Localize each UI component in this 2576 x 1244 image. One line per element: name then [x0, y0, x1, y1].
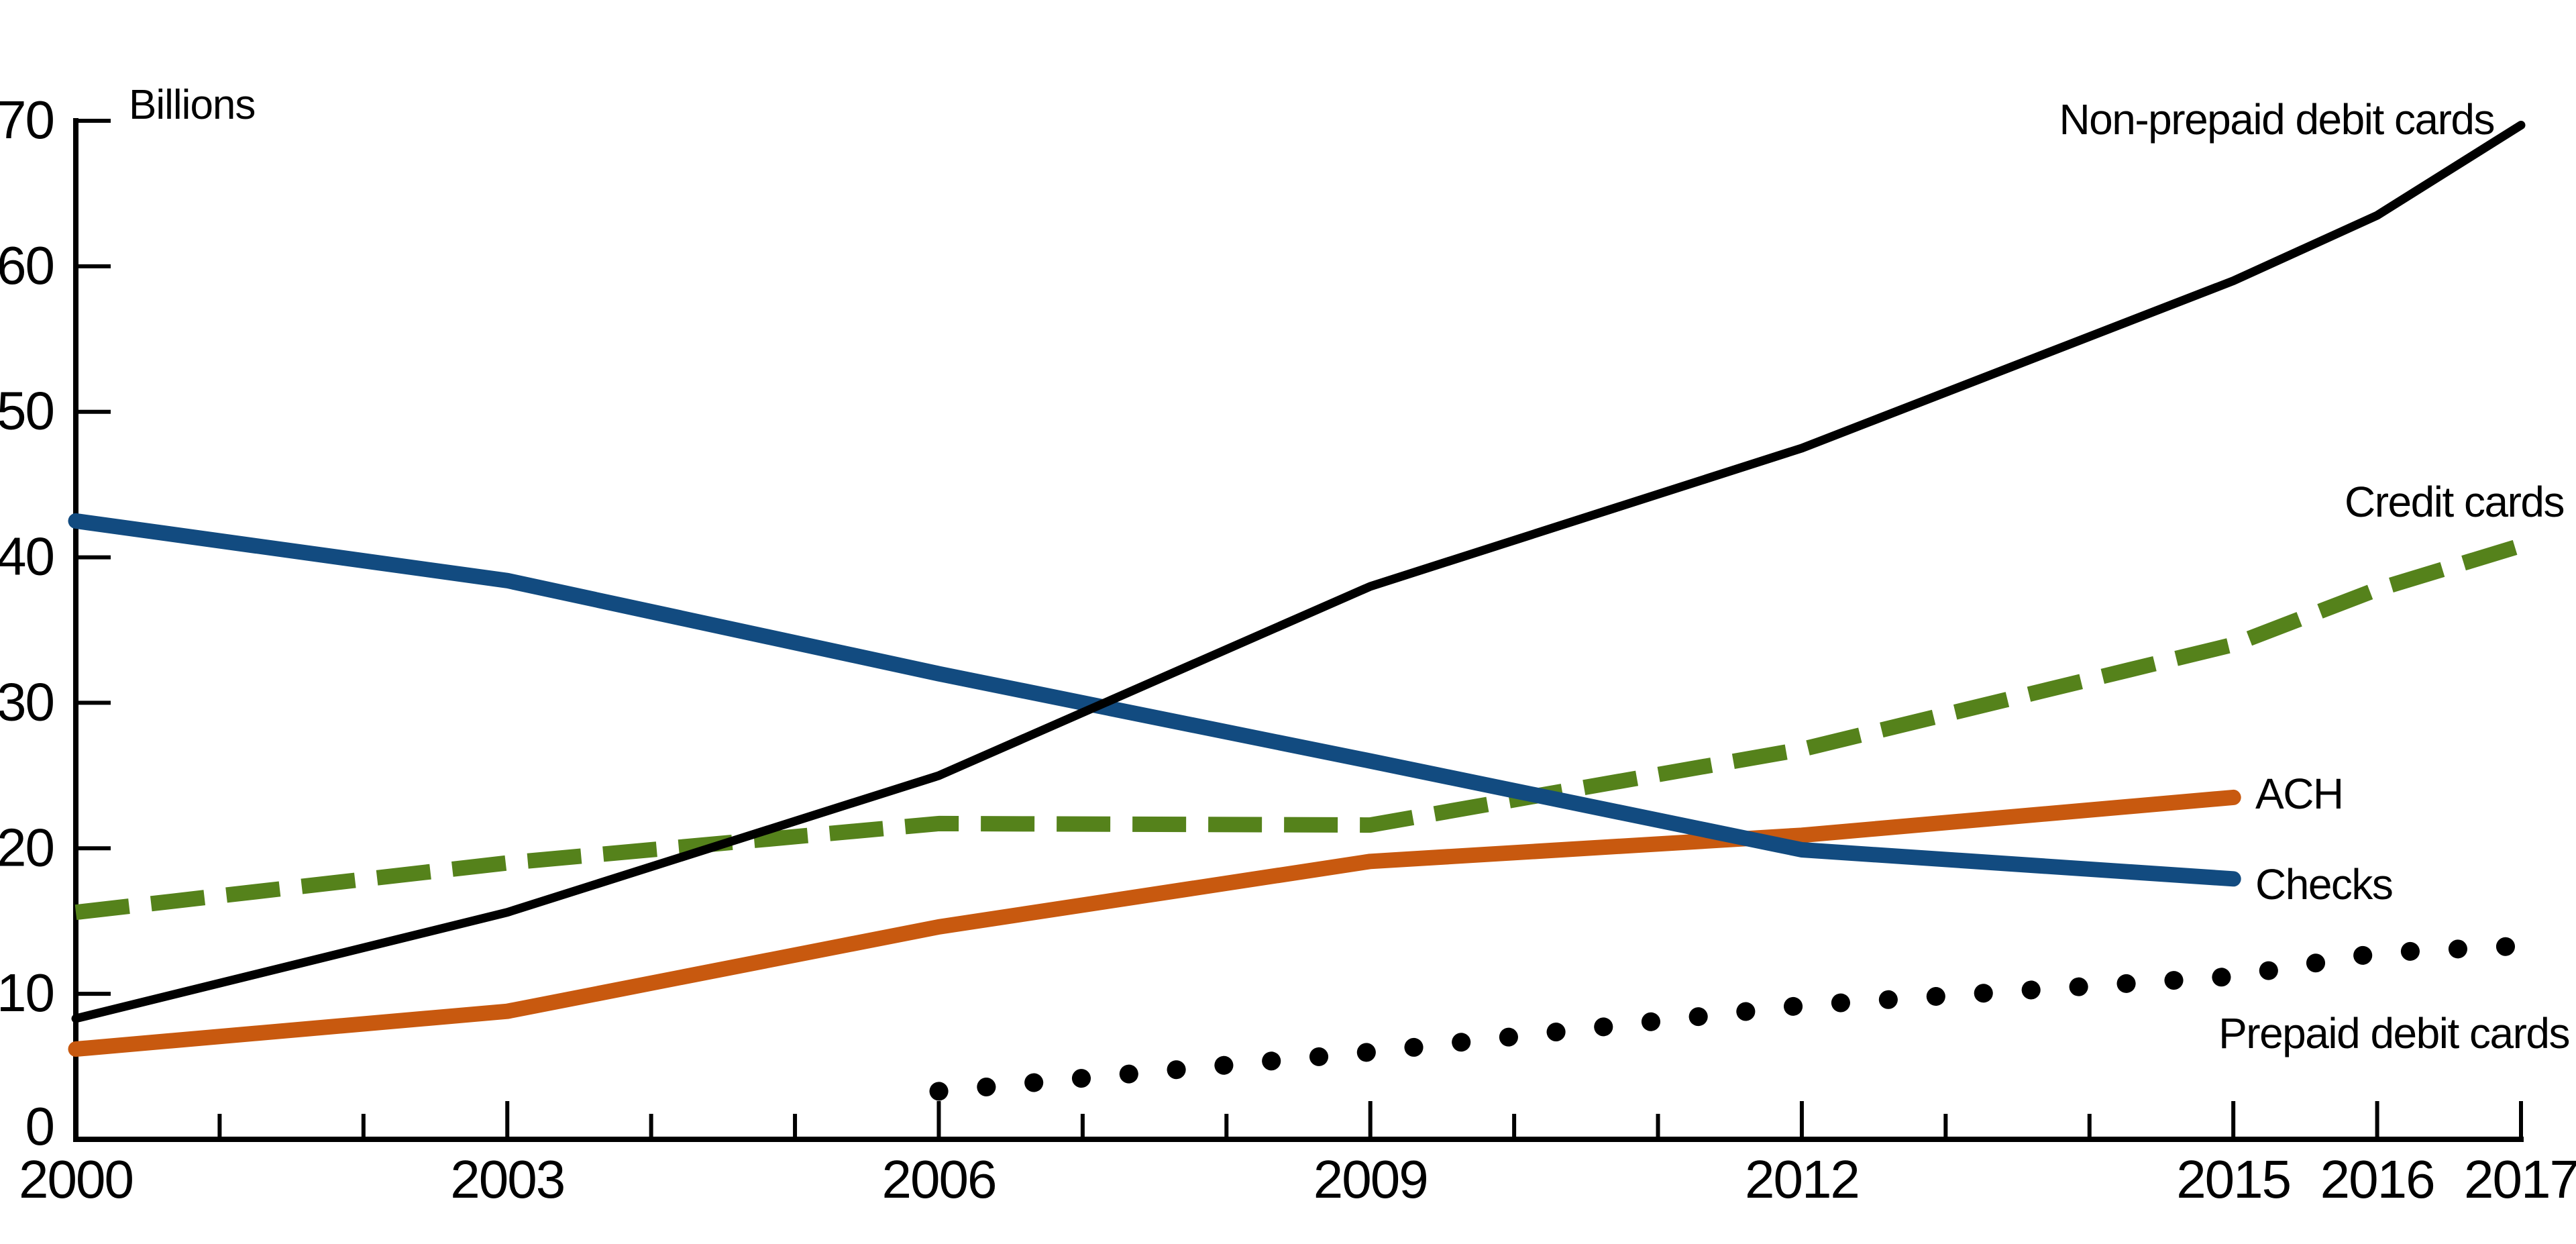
checks-label: Checks — [2255, 860, 2392, 909]
x-tick-label-2006: 2006 — [881, 1149, 996, 1209]
y-tick-label-70: 70 — [0, 90, 54, 150]
y-tick-label-0: 0 — [25, 1096, 54, 1156]
credit-label: Credit cards — [2345, 478, 2564, 526]
credit-line — [74, 538, 2524, 921]
x-tick-label-2009: 2009 — [1313, 1149, 1428, 1209]
y-tick-label-50: 50 — [0, 381, 54, 441]
x-tick-label-2000: 2000 — [19, 1149, 133, 1209]
debit-label: Non-prepaid debit cards — [2059, 95, 2494, 144]
axes: 0 10 20 30 40 50 60 70 2000 2003 2006 2009 2012 2015 2… — [0, 82, 2576, 1209]
y-tick-label-60: 60 — [0, 236, 54, 295]
y-axis-unit-label: Billions — [129, 82, 255, 128]
y-tick-label-20: 20 — [0, 817, 54, 877]
series-lines — [68, 121, 2530, 1101]
debit-line — [71, 121, 2526, 1023]
series-labels: Non-prepaid debit cards Credit cards ACH Ch… — [2059, 95, 2570, 1057]
checks-line — [68, 513, 2241, 887]
prepaid-line — [929, 936, 2530, 1101]
ach-line — [68, 789, 2241, 1057]
y-tick-label-10: 10 — [0, 963, 54, 1023]
x-tick-label-2017: 2017 — [2464, 1149, 2576, 1209]
x-tick-label-2016: 2016 — [2320, 1149, 2434, 1209]
y-tick-label-40: 40 — [0, 527, 54, 586]
x-tick-label-2015: 2015 — [2176, 1149, 2290, 1209]
x-tick-label-2012: 2012 — [1745, 1149, 1859, 1209]
ach-label: ACH — [2255, 770, 2343, 818]
y-tick-label-30: 30 — [0, 672, 54, 731]
x-tick-label-2003: 2003 — [450, 1149, 564, 1209]
prepaid-label: Prepaid debit cards — [2218, 1009, 2569, 1057]
